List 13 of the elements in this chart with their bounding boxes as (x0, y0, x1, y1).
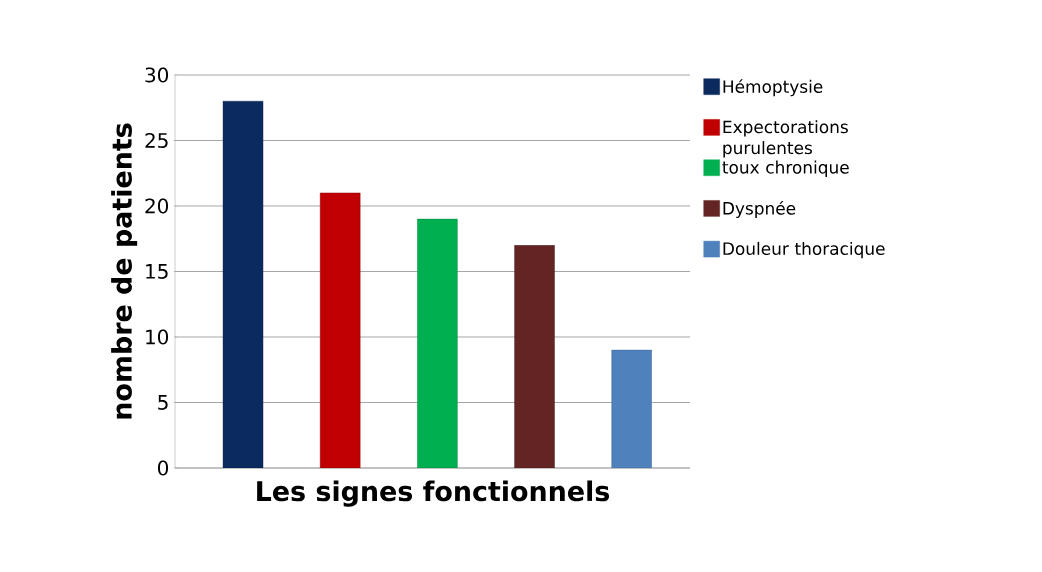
y-tick-label: 5 (158, 395, 168, 410)
y-tick-label: 20 (145, 198, 169, 214)
y-tick-label: 15 (146, 264, 168, 279)
x-axis-title: Les signes fonctionnels (257, 480, 610, 507)
legend-label: Douleur thoracique (723, 241, 885, 259)
y-tick-label: 0 (157, 460, 169, 476)
y-tick-label: 25 (145, 132, 168, 149)
legend-label: toux chronique (722, 160, 849, 177)
y-tick-label: 10 (146, 329, 169, 345)
y-axis-title: nombre de patients (111, 123, 138, 419)
legend-label: Hémoptysie (723, 79, 823, 97)
legend-label: Dyspnée (723, 200, 796, 218)
y-tick-label: 30 (145, 67, 169, 83)
